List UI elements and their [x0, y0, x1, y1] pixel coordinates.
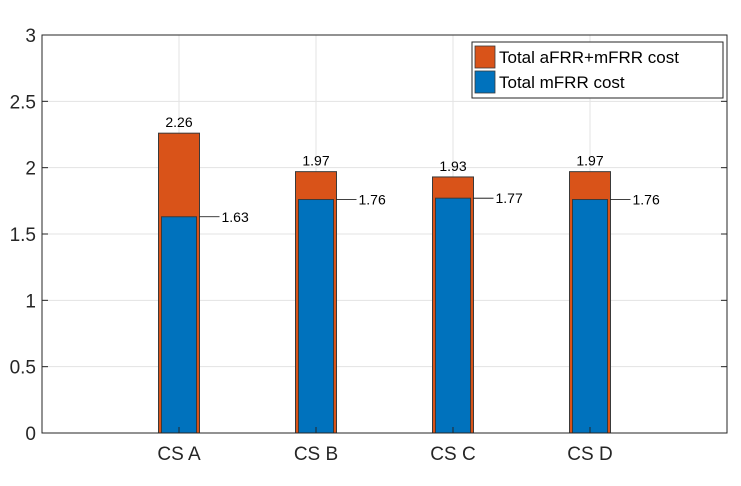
- legend: Total aFRR+mFRR cost Total mFRR cost: [471, 41, 724, 99]
- top-value-label: 2.26: [165, 114, 192, 130]
- y-tick-label: 2: [25, 159, 36, 180]
- legend-label: Total aFRR+mFRR cost: [499, 48, 679, 67]
- legend-box: [471, 41, 724, 99]
- y-tick-label: 3: [25, 26, 36, 47]
- inner-value-label: 1.77: [496, 190, 523, 206]
- data-labels: 2.26 1.63 1.97 1.76 1.93 1.77 1.97 1.76: [165, 114, 660, 225]
- axes: CS A CS B CS C CS D 0 0.5 1 1.5 2 2.5 3: [10, 26, 728, 465]
- legend-swatch: [474, 70, 496, 94]
- bar-mfrr-cs-a: [161, 216, 197, 434]
- y-tick-label: 0: [25, 424, 36, 445]
- top-value-label: 1.97: [576, 153, 603, 169]
- bar-mfrr-cs-c: [435, 197, 471, 434]
- top-value-label: 1.97: [302, 153, 329, 169]
- top-value-label: 1.93: [439, 158, 466, 174]
- y-tick-label: 2.5: [10, 92, 36, 113]
- bar-mfrr-cs-d: [572, 199, 608, 434]
- bars-group: [158, 132, 611, 434]
- y-tick-label: 0.5: [10, 358, 36, 379]
- x-tick-label: CS A: [157, 444, 201, 465]
- y-tick-label: 1.5: [10, 225, 36, 246]
- bar-mfrr-cs-b: [298, 199, 334, 434]
- legend-swatch: [474, 45, 496, 69]
- inner-value-label: 1.63: [222, 209, 249, 225]
- x-tick-label: CS B: [294, 444, 338, 465]
- x-tick-label: CS C: [430, 444, 475, 465]
- inner-value-label: 1.76: [633, 192, 660, 208]
- inner-value-label: 1.76: [359, 192, 386, 208]
- x-tick-label: CS D: [567, 444, 612, 465]
- y-tick-label: 1: [25, 291, 36, 312]
- legend-label: Total mFRR cost: [499, 73, 625, 92]
